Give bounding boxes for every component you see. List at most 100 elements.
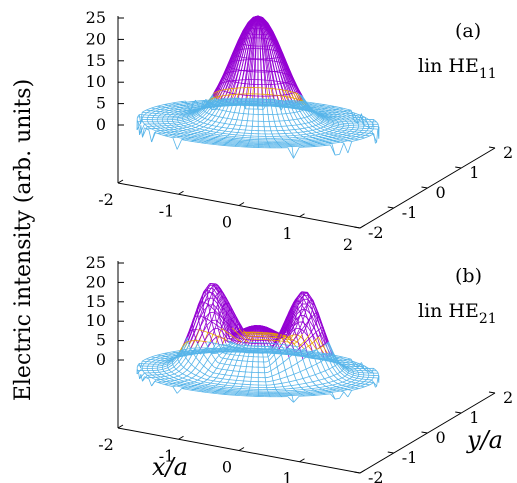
mesh-radial-segment bbox=[229, 81, 234, 93]
mesh-ring-segment bbox=[329, 133, 332, 135]
mesh-ring-segment bbox=[152, 116, 154, 118]
mesh-ring-segment bbox=[183, 136, 189, 139]
mesh-ring-segment bbox=[358, 134, 361, 137]
mesh-ring-segment bbox=[368, 131, 371, 134]
mesh-ring-segment bbox=[186, 109, 190, 111]
mesh-ring-segment bbox=[188, 127, 192, 130]
mesh-ring-segment bbox=[177, 125, 180, 127]
mesh-radial-segment bbox=[180, 122, 186, 125]
mesh-ring-segment bbox=[318, 127, 321, 130]
mesh-radial-segment bbox=[238, 31, 244, 43]
mesh-ring-segment bbox=[191, 125, 194, 128]
mesh-ring-segment bbox=[189, 111, 192, 113]
mesh-ring-segment bbox=[164, 103, 169, 105]
mesh-radial-segment bbox=[214, 109, 220, 117]
mesh-ring-segment bbox=[194, 111, 196, 113]
mesh-ring-segment bbox=[214, 142, 220, 145]
mesh-radial-segment bbox=[244, 23, 250, 33]
mesh-radial-segment bbox=[311, 121, 317, 126]
mesh-ring-segment bbox=[137, 121, 139, 124]
mesh-radial-segment bbox=[281, 95, 285, 102]
mesh-radial-segment bbox=[195, 125, 200, 128]
mesh-radial-segment bbox=[284, 82, 290, 95]
mesh-ring-segment bbox=[162, 107, 166, 109]
mesh-ring-segment bbox=[174, 131, 178, 133]
mesh-ring-segment bbox=[346, 131, 349, 134]
mesh-radial-segment bbox=[320, 122, 326, 127]
mesh-radial-segment bbox=[293, 112, 298, 120]
mesh-ring-segment bbox=[339, 110, 344, 112]
mesh-radial-segment bbox=[222, 130, 226, 134]
mesh-ring-segment bbox=[186, 129, 190, 131]
mesh-radial-segment bbox=[238, 44, 243, 57]
mesh-ring-segment bbox=[305, 110, 309, 112]
mesh-radial-segment bbox=[348, 370, 354, 374]
mesh-ring-segment bbox=[184, 128, 188, 131]
mesh-radial-segment bbox=[277, 114, 280, 122]
mesh-ring-segment bbox=[194, 136, 199, 138]
mesh-ring-segment bbox=[206, 118, 209, 120]
mesh-ring-segment bbox=[216, 98, 223, 110]
mesh-radial-segment bbox=[178, 121, 185, 123]
mesh-ring-segment bbox=[202, 129, 205, 131]
mesh-radial-segment bbox=[248, 48, 251, 60]
mesh-ring-segment bbox=[162, 121, 164, 123]
mesh-radial-segment bbox=[204, 127, 209, 131]
mesh-ring-segment bbox=[201, 140, 207, 142]
mesh-ring-segment bbox=[329, 118, 332, 120]
mesh-ring-segment bbox=[333, 118, 336, 120]
mesh-ring-segment bbox=[330, 134, 334, 137]
mesh-ring-segment bbox=[198, 130, 202, 132]
mesh-ring-segment bbox=[140, 112, 143, 125]
mesh-radial-segment bbox=[176, 123, 182, 126]
mesh-radial-segment bbox=[231, 71, 236, 81]
mesh-ring-segment bbox=[347, 122, 349, 124]
mesh-radial-segment bbox=[211, 121, 216, 126]
mesh-ring-segment bbox=[214, 135, 218, 137]
mesh-ring-segment bbox=[322, 113, 325, 116]
x-tick-label: -1 bbox=[159, 201, 175, 220]
mesh-ring-segment bbox=[161, 112, 164, 115]
mesh-ring-segment bbox=[315, 109, 319, 112]
mesh-ring-segment bbox=[173, 115, 176, 117]
mesh-ring-segment bbox=[347, 127, 349, 129]
mesh-ring-segment bbox=[335, 133, 339, 135]
mesh-radial-segment bbox=[341, 370, 348, 375]
mesh-ring-segment bbox=[322, 114, 325, 117]
mesh-ring-segment bbox=[147, 121, 149, 124]
mesh-ring-segment bbox=[321, 121, 324, 123]
mesh-ring-segment bbox=[301, 108, 306, 110]
mesh-radial-segment bbox=[339, 129, 345, 132]
x-tick-label: 0 bbox=[222, 213, 232, 232]
mesh-radial-segment bbox=[270, 130, 273, 135]
mesh-ring-segment bbox=[182, 104, 187, 106]
mesh-ring-segment bbox=[349, 130, 352, 132]
mesh-ring-segment bbox=[291, 104, 297, 106]
mesh-ring-segment bbox=[199, 138, 205, 141]
mesh-ring-segment bbox=[324, 129, 327, 131]
mesh-ring-segment bbox=[171, 130, 175, 133]
mesh-ring-segment bbox=[309, 101, 315, 104]
mesh-radial-segment bbox=[188, 122, 194, 125]
mesh-radial-segment bbox=[231, 112, 235, 120]
mesh-radial-segment bbox=[258, 18, 260, 26]
mesh-ring-segment bbox=[302, 109, 306, 111]
mesh-radial-segment bbox=[312, 129, 317, 133]
mesh-radial-segment bbox=[139, 123, 145, 135]
mesh-ring-segment bbox=[318, 135, 322, 137]
mesh-radial-segment bbox=[254, 48, 256, 60]
mesh-ring-segment bbox=[303, 101, 310, 103]
mesh-radial-segment bbox=[243, 44, 248, 58]
mesh-ring-segment bbox=[157, 129, 161, 131]
mesh-ring-segment bbox=[369, 127, 372, 130]
mesh-ring-segment bbox=[300, 107, 305, 109]
mesh-radial-segment bbox=[248, 24, 253, 34]
mesh-radial-segment bbox=[229, 118, 233, 125]
mesh-ring-segment bbox=[160, 104, 165, 106]
mesh-ring-segment bbox=[314, 128, 317, 131]
mesh-ring-segment bbox=[302, 106, 307, 109]
mesh-radial-segment bbox=[297, 291, 303, 299]
mesh-radial-segment bbox=[317, 114, 324, 119]
mesh-ring-segment bbox=[148, 107, 152, 110]
mesh-radial-segment bbox=[183, 124, 189, 127]
